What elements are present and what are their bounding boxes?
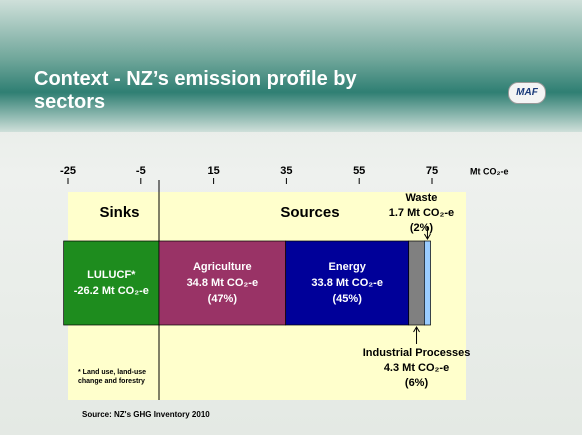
bar-label: Energy bbox=[329, 261, 367, 273]
bar-segment bbox=[408, 240, 425, 326]
bar-label: 4.3 Mt CO₂-e bbox=[384, 362, 449, 374]
bar-segment bbox=[63, 240, 160, 326]
slide-title: Context - NZ’s emission profile by secto… bbox=[34, 68, 357, 113]
bar-segment bbox=[424, 240, 431, 326]
x-tick-label: -25 bbox=[60, 165, 76, 177]
bar-label: Waste bbox=[405, 192, 437, 204]
bar-segment bbox=[285, 240, 410, 326]
bar-label: (45%) bbox=[333, 293, 363, 305]
bar-label: LULUCF* bbox=[87, 269, 136, 281]
bar-label: 34.8 Mt CO₂-e bbox=[187, 277, 259, 289]
bar-label: Agriculture bbox=[193, 261, 252, 273]
bar-label: (2%) bbox=[410, 222, 434, 234]
bar-label: -26.2 Mt CO₂-e bbox=[74, 285, 149, 297]
bar-label: 33.8 Mt CO₂-e bbox=[311, 277, 383, 289]
bar-label: (47%) bbox=[208, 293, 238, 305]
x-tick-label: 35 bbox=[280, 165, 292, 177]
footnote: * Land use, land-use change and forestry bbox=[78, 369, 147, 385]
x-tick-label: 15 bbox=[207, 165, 219, 177]
logo: MAF bbox=[508, 82, 546, 104]
x-tick-label: -5 bbox=[136, 165, 146, 177]
group-label: Sinks bbox=[99, 204, 139, 221]
bar-label: 1.7 Mt CO₂-e bbox=[389, 207, 454, 219]
bar-segment bbox=[158, 240, 287, 326]
bar-label: (6%) bbox=[405, 377, 429, 389]
arrow-head bbox=[424, 233, 431, 240]
x-axis-unit: Mt CO₂-e bbox=[470, 166, 509, 176]
header-band bbox=[0, 0, 582, 132]
group-label: Sources bbox=[280, 204, 339, 221]
bar-label: Industrial Processes bbox=[363, 347, 471, 359]
arrow-head bbox=[413, 326, 420, 333]
x-tick-label: 75 bbox=[426, 165, 438, 177]
source: Source: NZ's GHG Inventory 2010 bbox=[82, 410, 210, 419]
x-tick-label: 55 bbox=[353, 165, 365, 177]
